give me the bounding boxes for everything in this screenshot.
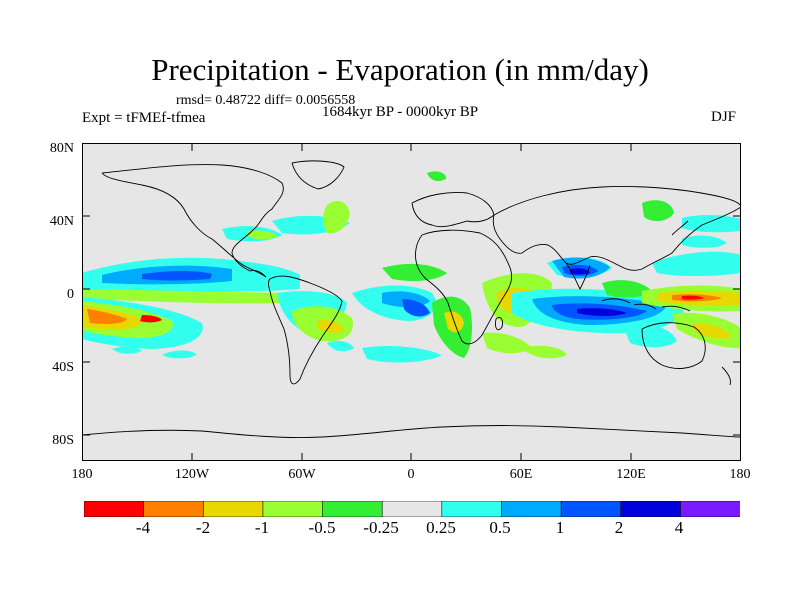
coastline-india: [565, 262, 591, 291]
coastline-japan: [671, 220, 689, 236]
contour-bay-bengal-deepblue: [570, 268, 590, 275]
season-label: DJF: [711, 109, 737, 125]
coastline-asia: [492, 186, 741, 271]
colorbar-swatch: [680, 501, 740, 517]
contour-gulf-guinea-green: [382, 263, 447, 281]
contour-atlantic-north-green: [247, 230, 278, 240]
stats-text: rmsd= 0.48722 diff= 0.0056558: [176, 93, 356, 108]
lat-label-80s: 80S: [52, 433, 74, 448]
contour-pacific-south-orange: [87, 309, 127, 324]
colorbar-swatch: [84, 501, 145, 517]
lat-label-80n: 80N: [49, 141, 74, 156]
colorbar-label: -2: [195, 518, 211, 537]
colorbar-swatch: [202, 501, 264, 517]
experiment-label: Expt = tFMEf-tfmea: [82, 110, 206, 126]
colorbar-label: -1: [254, 518, 270, 537]
lat-label-equator: 0: [67, 287, 74, 302]
chart-title: Precipitation - Evaporation (in mm/day): [151, 52, 649, 87]
coastline-africa: [415, 229, 513, 345]
coastline-antarctica: [82, 425, 741, 438]
contour-tropical-atlantic-darkblue: [402, 299, 430, 317]
colorbar-label: -0.25: [363, 518, 399, 537]
contour-pacific-north-darkblue: [142, 271, 212, 281]
contour-southern-ocean-cyan: [362, 345, 442, 363]
contour-arctic-green: [427, 171, 447, 181]
lon-label-60e: 60E: [509, 467, 533, 482]
contour-northpac-cyan: [682, 215, 741, 233]
colorbar-label: 1: [555, 518, 565, 537]
period-label: 1684kyr BP - 0000kyr BP: [322, 104, 479, 120]
contour-indian-sw-green: [482, 332, 532, 354]
contour-wpac-north-cyan: [652, 251, 741, 276]
contour-pacific-equator-green: [82, 289, 287, 304]
lon-label-60w: 60W: [288, 467, 316, 482]
world-map: [82, 143, 741, 461]
contour-maritime-deepblue: [577, 308, 627, 316]
contour-atlantic-midlat-green: [323, 200, 350, 234]
lon-label-180w: 180: [71, 467, 93, 482]
contour-wpac-ne-cyan: [682, 235, 727, 248]
coastline-south-america: [268, 275, 343, 385]
contour-samerica-yellow: [317, 320, 344, 334]
lon-label-120w: 120W: [174, 467, 210, 482]
map-frame: [82, 143, 741, 461]
colorbar-swatch: [620, 501, 682, 517]
colorbar-label: 0.25: [426, 518, 456, 537]
contour-australia-cyan: [622, 322, 677, 348]
colorbar-label: 0.5: [489, 518, 511, 537]
colorbar: [84, 501, 740, 517]
contour-japan-green: [642, 200, 674, 222]
contour-wpac-red: [682, 295, 704, 300]
coastlines: [82, 160, 741, 438]
colorbar-swatch: [441, 501, 503, 517]
colorbar-label: -0.5: [308, 518, 336, 537]
colorbar-swatch: [262, 501, 324, 517]
contour-scs-green: [602, 280, 652, 298]
colorbar-label: -4: [135, 518, 151, 537]
contour-atlantic-south-patch: [327, 340, 354, 352]
map-ticks: [82, 143, 741, 461]
coastline-greenland: [291, 160, 345, 190]
colorbar-swatch: [322, 501, 383, 517]
contour-pacific-south-red: [140, 315, 162, 323]
coastline-australia: [641, 322, 706, 369]
colorbar-swatch: [501, 501, 562, 517]
lon-label-0: 0: [407, 467, 415, 482]
colorbar-label: 2: [614, 518, 624, 537]
colorbar-swatch: [560, 501, 622, 517]
colorbar-swatch: [381, 501, 443, 517]
coastline-new-zealand: [721, 366, 731, 386]
coastline-madagascar: [495, 316, 503, 331]
coastline-north-america: [101, 164, 284, 278]
coastline-europe: [411, 192, 495, 228]
contour-southern-ocean-patch: [522, 345, 567, 359]
lat-label-40n: 40N: [49, 214, 74, 229]
lon-label-120e: 120E: [616, 467, 646, 482]
contour-pacific-ne-patches: [112, 346, 197, 359]
coastline-indonesia: [601, 298, 691, 312]
colorbar-swatch: [143, 501, 205, 517]
lon-label-180e: 180: [729, 467, 751, 482]
lat-label-40s: 40S: [52, 360, 74, 375]
contour-fields: [82, 171, 741, 363]
colorbar-label: 4: [674, 518, 684, 537]
